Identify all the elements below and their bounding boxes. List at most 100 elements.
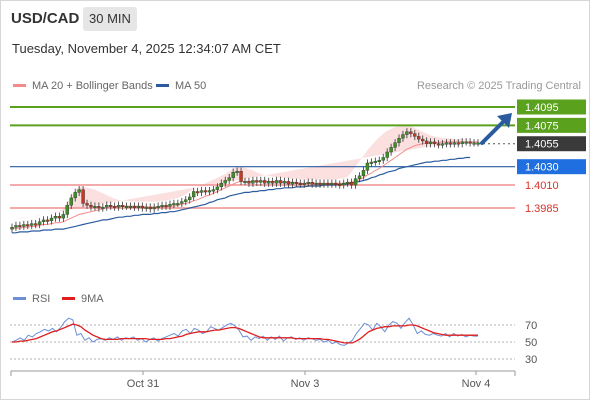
candle-body bbox=[349, 182, 354, 186]
candle-body bbox=[164, 205, 168, 207]
rsi-tick-label-50: 50 bbox=[525, 337, 537, 349]
candle-body bbox=[476, 142, 480, 145]
candle-body bbox=[124, 205, 129, 208]
candle-body bbox=[286, 181, 291, 185]
candle-body bbox=[413, 133, 417, 137]
candle-body bbox=[30, 223, 34, 226]
candle-body bbox=[389, 147, 393, 153]
candle-body bbox=[405, 131, 409, 135]
candle-body bbox=[345, 182, 350, 184]
candle-body bbox=[266, 181, 271, 184]
candle-body bbox=[215, 186, 220, 190]
candle-body bbox=[61, 214, 66, 219]
candle-body bbox=[49, 217, 54, 222]
candle-body bbox=[298, 183, 302, 185]
level-tag-pivot bbox=[517, 159, 586, 175]
candle-body bbox=[14, 225, 18, 228]
candle-body bbox=[239, 171, 243, 182]
candle-body bbox=[227, 177, 231, 181]
candle-body bbox=[369, 161, 374, 164]
research-credit: Research © 2025 Trading Central bbox=[416, 80, 581, 92]
candle-body bbox=[22, 224, 26, 227]
candle-body bbox=[73, 192, 77, 199]
legend-rsi: RSI bbox=[13, 293, 50, 305]
level-label-current: 1.4055 bbox=[525, 139, 559, 151]
candle-body bbox=[306, 182, 310, 184]
candle-body bbox=[195, 191, 200, 194]
ma20-swatch bbox=[13, 83, 26, 87]
candle-body bbox=[207, 190, 212, 193]
candle-body bbox=[18, 225, 22, 228]
rsi-ma-line bbox=[12, 323, 478, 344]
candle-body bbox=[188, 196, 192, 200]
candle-body bbox=[310, 182, 314, 185]
candle-body bbox=[203, 190, 208, 193]
interval-button[interactable]: 30 MIN bbox=[83, 7, 137, 31]
candle-body bbox=[116, 205, 121, 208]
candle-body bbox=[65, 205, 69, 215]
rsi-tick-label-30: 30 bbox=[525, 354, 537, 366]
rsi-swatch bbox=[13, 296, 26, 300]
candle-body bbox=[417, 136, 421, 140]
candle-body bbox=[464, 141, 468, 144]
candle-body bbox=[278, 180, 283, 184]
candle-body bbox=[270, 181, 275, 184]
rsi-ma-swatch bbox=[62, 296, 75, 300]
candle-body bbox=[57, 216, 62, 219]
x-axis-label: Oct 31 bbox=[127, 378, 159, 390]
candle-body bbox=[259, 180, 263, 183]
candle-body bbox=[33, 223, 38, 226]
candle-body bbox=[314, 183, 318, 185]
candle-body bbox=[37, 221, 42, 225]
candle-body bbox=[342, 183, 346, 186]
legend-bollinger: MA 20 + Bollinger Bands bbox=[13, 80, 153, 92]
candle-body bbox=[231, 171, 235, 178]
candle-body bbox=[251, 180, 255, 184]
candle-body bbox=[176, 203, 180, 206]
candle-body bbox=[211, 189, 216, 192]
rsi-legend-label: RSI bbox=[32, 293, 51, 305]
candle-body bbox=[235, 171, 239, 173]
candle-body bbox=[172, 203, 176, 206]
candle-body bbox=[436, 143, 441, 146]
candle-body bbox=[440, 143, 445, 146]
candle-body bbox=[334, 183, 338, 185]
candle-body bbox=[330, 183, 334, 185]
candle-body bbox=[263, 180, 267, 184]
candle-body bbox=[81, 189, 85, 204]
candle-body bbox=[365, 162, 370, 171]
candle-body bbox=[180, 201, 184, 204]
candle-body bbox=[401, 134, 405, 139]
candle-body bbox=[290, 182, 295, 185]
candle-body bbox=[472, 142, 476, 145]
timestamp: Tuesday, November 4, 2025 12:34:07 AM CE… bbox=[12, 41, 281, 56]
candle-body bbox=[274, 180, 279, 184]
candle-body bbox=[444, 142, 449, 145]
candle-body bbox=[45, 219, 50, 222]
candle-body bbox=[120, 205, 125, 207]
candle-body bbox=[26, 224, 30, 227]
candle-body bbox=[397, 138, 401, 144]
candle-body bbox=[448, 142, 453, 145]
legend-rsi-ma: 9MA bbox=[62, 293, 104, 305]
rsi-line bbox=[11, 317, 478, 346]
candle-body bbox=[93, 205, 97, 208]
candle-body bbox=[168, 204, 172, 207]
candle-body bbox=[243, 181, 247, 184]
ma50-legend-label: MA 50 bbox=[175, 80, 207, 92]
candle-body bbox=[421, 138, 425, 142]
candle-body bbox=[322, 183, 326, 185]
candle-body bbox=[128, 205, 133, 208]
candle-body bbox=[101, 206, 105, 209]
candle-body bbox=[294, 182, 299, 184]
level-label-support_2: 1.3985 bbox=[525, 203, 559, 215]
candle-body bbox=[385, 151, 389, 158]
candle-body bbox=[10, 227, 14, 230]
candle-body bbox=[377, 160, 381, 162]
candle-body bbox=[468, 141, 472, 144]
candle-body bbox=[338, 183, 342, 186]
candle-body bbox=[184, 199, 188, 202]
candle-body bbox=[247, 181, 251, 184]
candle-body bbox=[381, 157, 385, 161]
candle-body bbox=[97, 205, 101, 209]
